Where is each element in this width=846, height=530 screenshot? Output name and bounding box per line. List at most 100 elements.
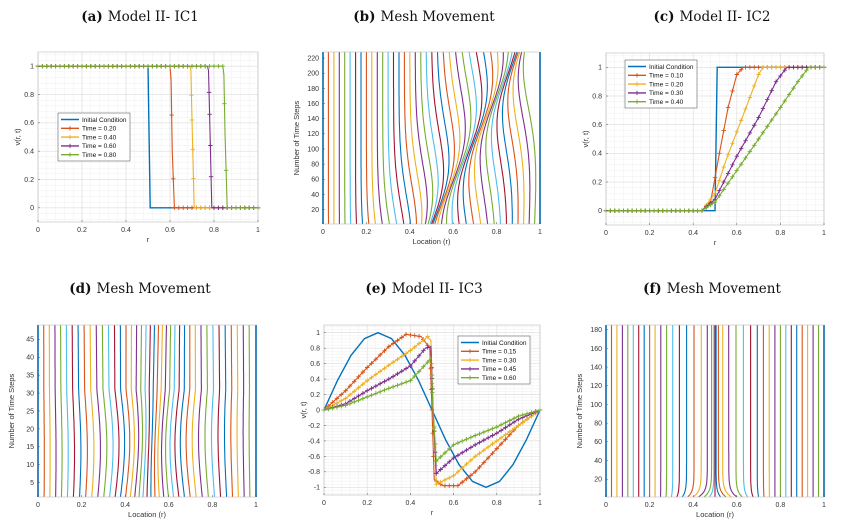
data-point-marker — [651, 208, 657, 213]
mesh-trajectory-line — [242, 324, 245, 498]
data-point-marker — [756, 115, 761, 120]
data-point-marker — [647, 208, 652, 213]
data-point-marker — [747, 130, 753, 136]
data-point-marker — [189, 117, 195, 123]
data-point-marker — [110, 63, 115, 69]
data-point-marker — [747, 95, 753, 100]
data-point-marker — [529, 410, 534, 415]
data-point-marker — [369, 386, 374, 391]
data-point-marker — [734, 154, 739, 159]
data-point-marker — [238, 205, 243, 211]
data-point-marker — [343, 396, 348, 401]
x-tick-label: 0.6 — [732, 230, 742, 237]
y-tick-label: 0.8 — [24, 92, 34, 99]
data-point-marker — [49, 63, 54, 69]
data-point-marker — [691, 208, 696, 213]
data-point-marker — [643, 208, 648, 213]
mesh-trajectory-line — [512, 51, 525, 224]
data-point-marker — [425, 334, 430, 339]
data-point-marker — [481, 437, 487, 443]
x-tick-label: 0.8 — [492, 500, 502, 507]
data-point-marker — [730, 162, 735, 167]
data-point-marker — [804, 68, 809, 73]
mesh-trajectory-line — [445, 51, 472, 225]
mesh-trajectory-line — [715, 325, 721, 498]
data-point-marker — [752, 143, 757, 148]
y-tick-label: 35 — [26, 373, 34, 380]
mesh-trajectory-line — [398, 52, 412, 225]
y-tick-label: 60 — [311, 177, 319, 184]
data-point-marker — [208, 174, 214, 179]
data-point-marker — [485, 455, 491, 461]
data-point-marker — [75, 63, 80, 69]
data-point-marker — [347, 383, 353, 389]
y-tick-label: 30 — [26, 390, 34, 397]
data-point-marker — [390, 374, 396, 379]
data-point-marker — [208, 143, 213, 148]
axes-box — [37, 51, 259, 223]
legend-label: Initial Condition — [82, 117, 127, 124]
data-point-marker — [233, 205, 239, 211]
data-point-marker — [176, 205, 181, 211]
data-point-marker — [347, 392, 353, 398]
data-point-marker — [760, 65, 766, 70]
data-point-marker — [44, 63, 49, 69]
mesh-trajectory-line — [365, 52, 370, 225]
data-point-marker — [360, 396, 366, 401]
data-point-marker — [451, 442, 456, 447]
data-point-marker — [447, 483, 452, 488]
data-point-marker — [106, 63, 111, 69]
mesh-trajectory-line — [479, 52, 504, 225]
y-tick-label: 20 — [311, 207, 319, 214]
mesh-trajectory-line — [107, 325, 114, 498]
data-point-marker — [490, 441, 495, 447]
data-point-marker — [442, 450, 448, 456]
data-point-marker — [507, 422, 512, 428]
data-point-marker — [40, 63, 45, 69]
data-point-marker — [115, 63, 120, 69]
y-axis-label: v(r, t) — [13, 128, 22, 146]
mesh-trajectory-line — [451, 51, 477, 225]
mesh-trajectory-line — [681, 325, 688, 498]
data-point-marker — [403, 332, 409, 337]
y-tick-label: 100 — [590, 402, 602, 409]
data-point-marker — [373, 372, 379, 377]
mesh-trajectory-line — [138, 325, 144, 498]
data-point-marker — [664, 208, 670, 213]
mesh-trajectory-line — [174, 325, 181, 498]
data-point-marker — [223, 168, 229, 173]
data-point-marker — [511, 416, 517, 421]
y-tick-label: 1 — [316, 330, 320, 337]
mesh-trajectory-line — [191, 325, 197, 498]
data-point-marker — [369, 361, 374, 366]
data-point-marker — [356, 398, 361, 403]
mesh-trajectory-line — [709, 325, 715, 498]
data-point-marker — [62, 63, 67, 69]
mesh-trajectory-line — [485, 51, 509, 225]
data-point-marker — [730, 141, 735, 146]
data-point-marker — [769, 88, 774, 93]
x-tick-label: 0.8 — [208, 502, 218, 509]
data-point-marker — [220, 63, 225, 69]
data-point-marker — [782, 98, 787, 104]
legend-label: Time = 0.10 — [649, 73, 684, 80]
mesh-trajectory-line — [217, 325, 222, 498]
mesh-trajectory-line — [501, 51, 518, 224]
data-point-marker — [778, 105, 783, 110]
data-point-marker — [429, 372, 434, 378]
data-point-marker — [128, 63, 133, 69]
data-point-marker — [765, 124, 770, 129]
data-point-marker — [765, 65, 770, 70]
data-point-marker — [172, 63, 177, 69]
x-axis-label: Location (r) — [413, 237, 451, 246]
panel-b: 0 0.2 0.4 0.6 0.8 120406080100120140160180200… — [292, 51, 542, 246]
mesh-trajectory-line — [473, 51, 499, 225]
y-tick-label: 160 — [590, 346, 602, 353]
mesh-trajectory-line — [169, 324, 176, 498]
data-point-marker — [451, 455, 456, 461]
mesh-trajectory-line — [230, 324, 234, 498]
y-tick-label: 120 — [590, 383, 602, 390]
x-axis-label: r — [431, 508, 434, 517]
data-point-marker — [516, 423, 521, 428]
data-point-marker — [334, 396, 340, 401]
